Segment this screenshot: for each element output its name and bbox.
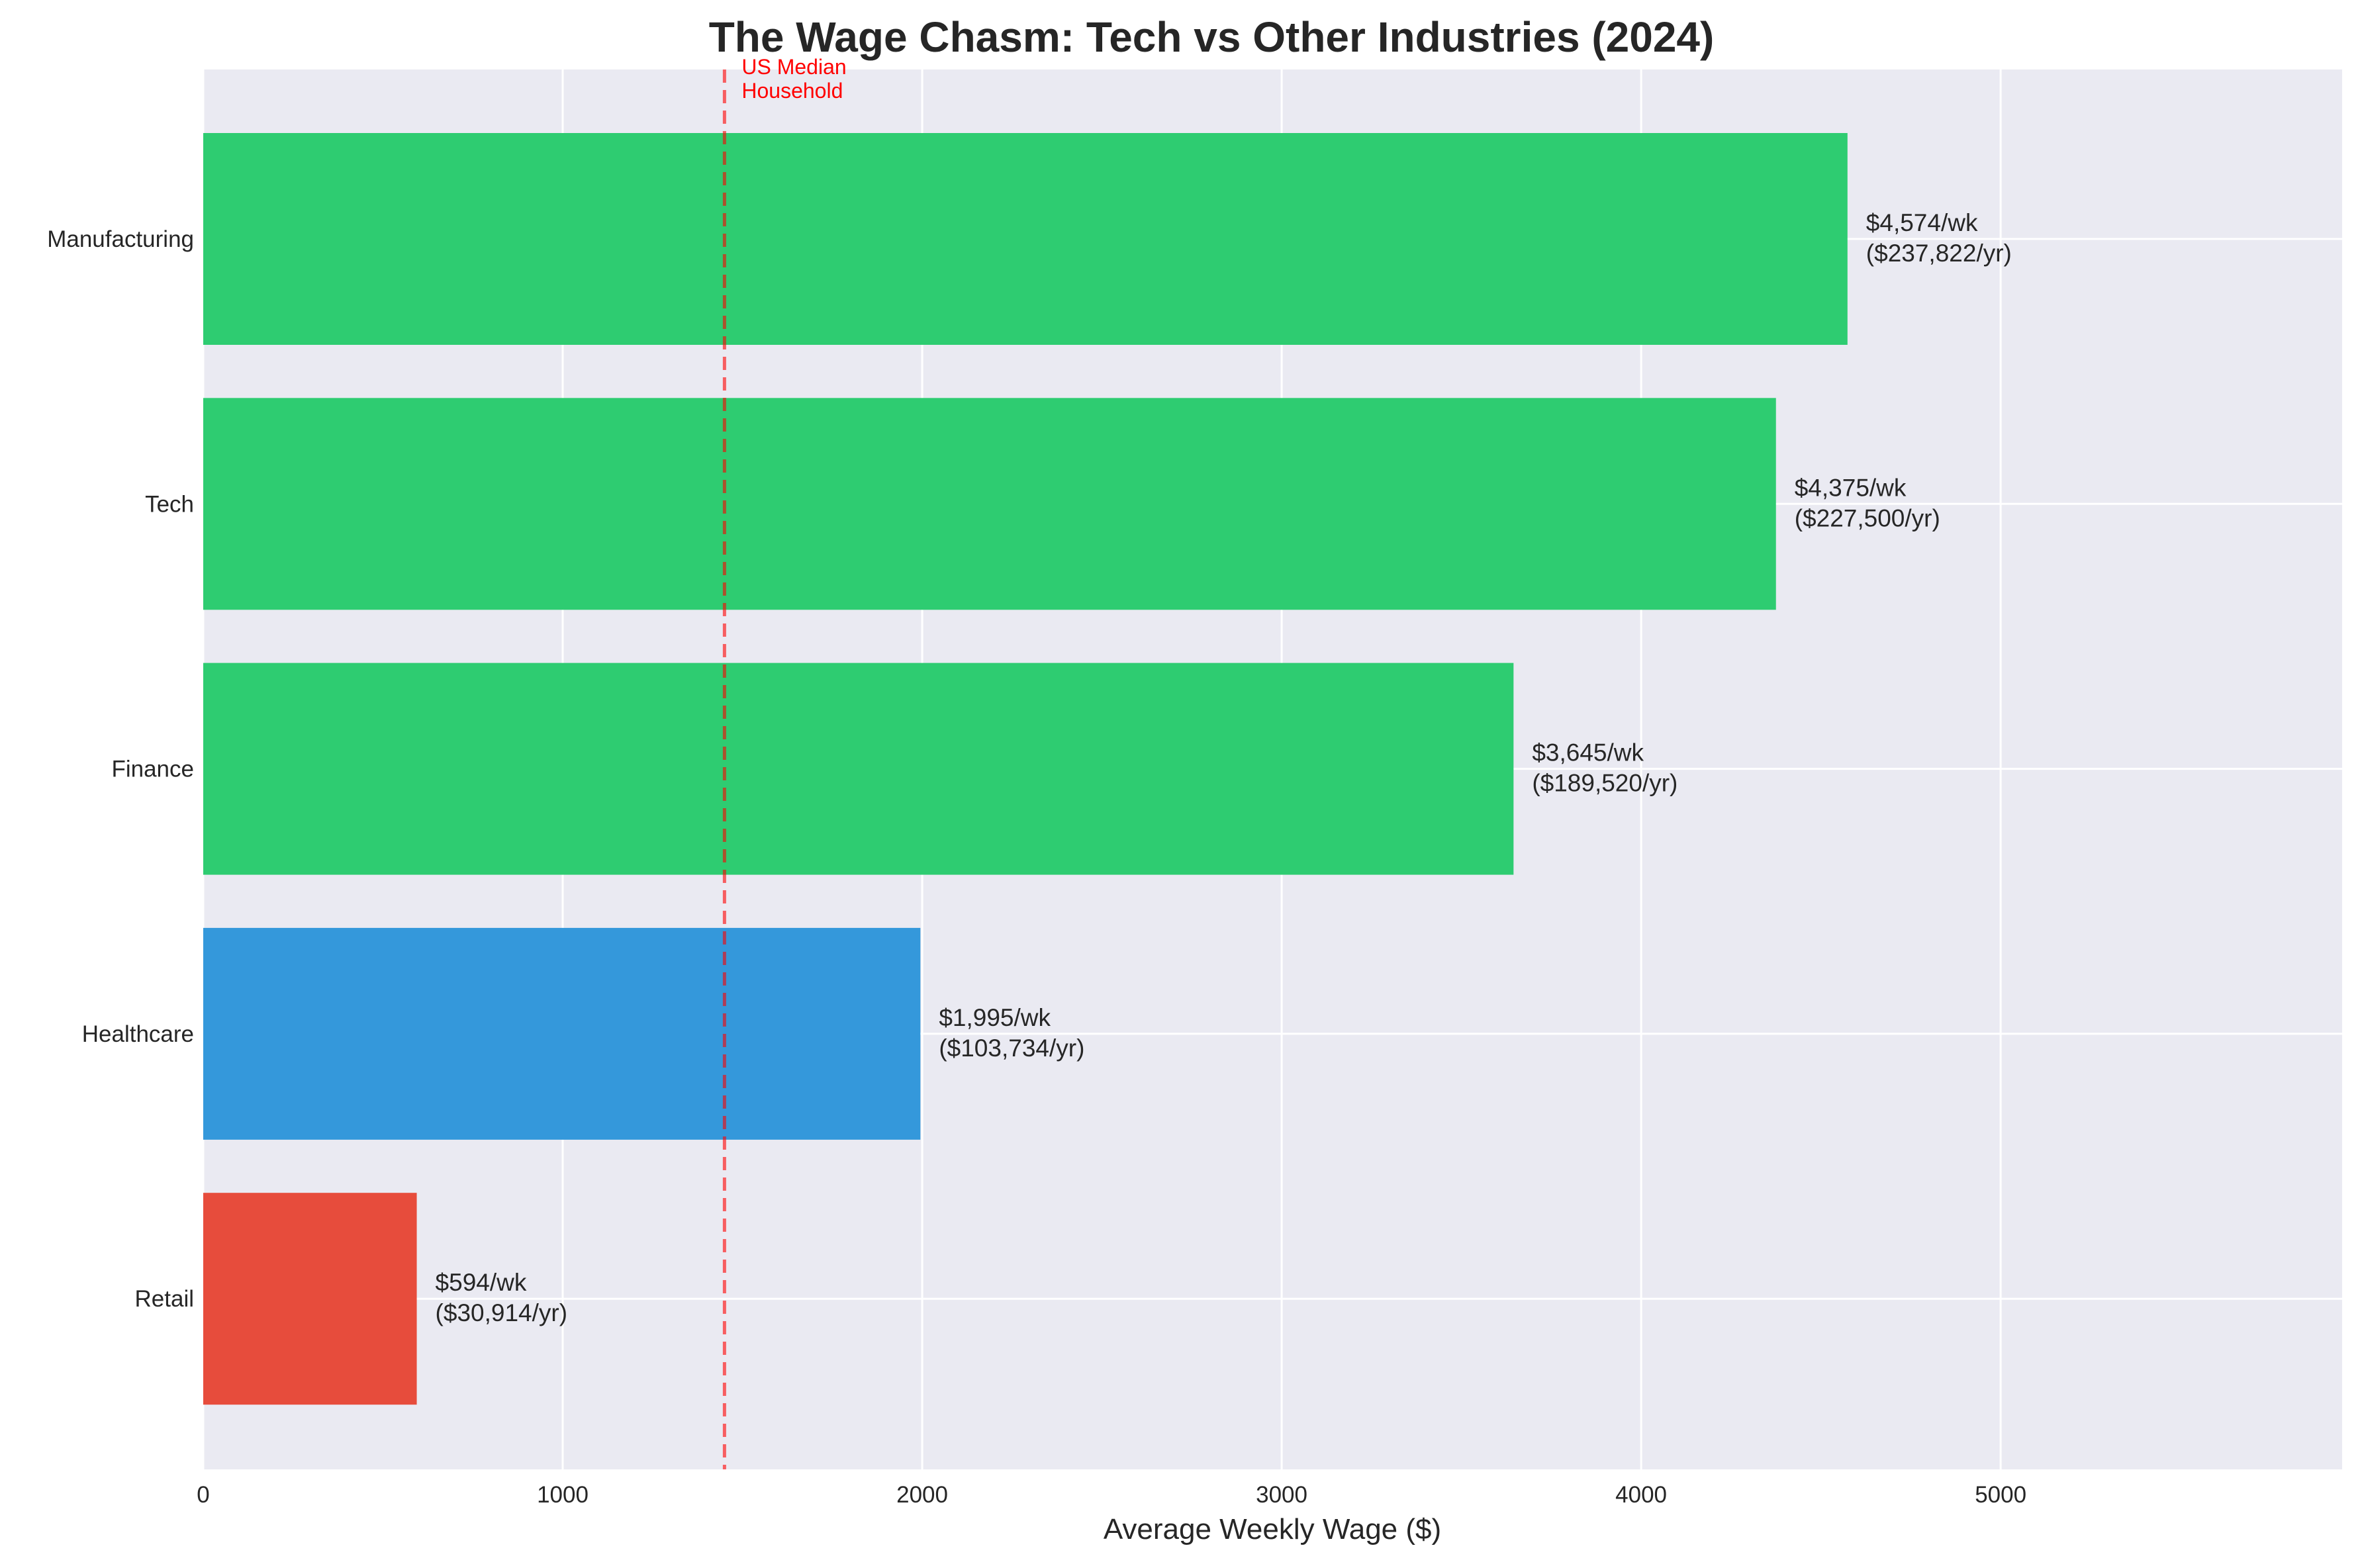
y-tick-label: Tech <box>145 491 194 517</box>
bar-value-label: $4,574/wk ($237,822/yr) <box>1866 209 2012 267</box>
x-tick-label: 3000 <box>1256 1482 1307 1508</box>
x-tick-label: 2000 <box>896 1482 948 1508</box>
x-tick-label: 5000 <box>1975 1482 2026 1508</box>
bar-value-label: $3,645/wk ($189,520/yr) <box>1532 739 1677 797</box>
x-tick-label: 0 <box>197 1482 209 1508</box>
y-tick-label: Retail <box>135 1286 194 1312</box>
bars <box>203 133 1848 1405</box>
bar <box>203 663 1514 875</box>
bar-value-label: $1,995/wk ($103,734/yr) <box>939 1004 1084 1062</box>
x-tick-label: 1000 <box>537 1482 589 1508</box>
bar <box>203 927 921 1140</box>
reference-line-group: US Median Household <box>722 55 847 1469</box>
x-tick-label: 4000 <box>1615 1482 1667 1508</box>
y-tick-label: Healthcare <box>82 1021 194 1047</box>
bar-value-label: $594/wk ($30,914/yr) <box>436 1269 568 1326</box>
bar-value-label: $4,375/wk ($227,500/yr) <box>1795 474 1940 531</box>
axis-ticks: 0 1000 2000 3000 4000 5000 Manufacturing Tech Fi… <box>47 226 2026 1508</box>
bar-value-labels: $4,574/wk ($237,822/yr) $4,375/wk ($227,500… <box>436 209 2012 1326</box>
bar <box>203 1193 417 1405</box>
bar <box>203 133 1848 345</box>
y-tick-label: Manufacturing <box>47 226 194 252</box>
chart-title: The Wage Chasm: Tech vs Other Industries… <box>709 13 1715 61</box>
x-axis-label: Average Weekly Wage ($) <box>1104 1513 1441 1545</box>
reference-line-label: US Median Household <box>741 55 846 103</box>
bar <box>203 398 1776 610</box>
y-tick-label: Finance <box>111 757 194 782</box>
